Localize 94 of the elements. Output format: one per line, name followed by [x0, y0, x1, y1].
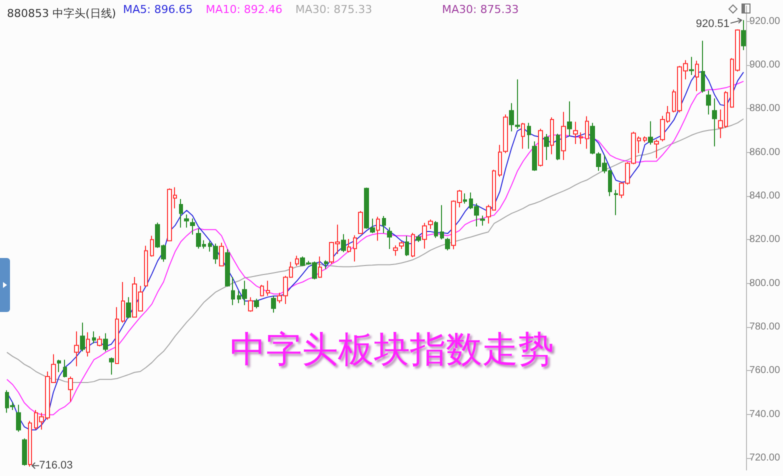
- candlestick: [103, 332, 108, 352]
- candlestick: [179, 198, 183, 228]
- candlestick: [445, 237, 450, 251]
- candlestick: [538, 128, 543, 167]
- candlestick: [225, 248, 230, 288]
- candlestick: [150, 235, 154, 258]
- candlestick: [428, 219, 433, 230]
- candlestick: [411, 232, 415, 258]
- y-tick-label: 800.00: [749, 278, 780, 289]
- candlestick: [701, 40, 705, 94]
- candlestick: [689, 56, 694, 76]
- candlestick: [318, 256, 322, 278]
- y-tick-label: 780.00: [749, 321, 780, 332]
- candlestick: [440, 204, 444, 240]
- y-tick-label: 900.00: [749, 59, 780, 70]
- candlestick: [544, 133, 549, 160]
- candlestick: [190, 218, 195, 236]
- candlestick: [422, 222, 427, 250]
- candlestick: [463, 192, 467, 204]
- candlestick: [434, 220, 438, 238]
- candlestick: [347, 238, 351, 254]
- candlestick: [358, 210, 363, 234]
- candlestick: [22, 438, 27, 466]
- candlestick: [219, 242, 224, 267]
- y-tick-label: 920.00: [749, 16, 780, 27]
- candlestick: [324, 260, 328, 270]
- text: MA5: 896.65: [123, 3, 193, 16]
- y-tick-label: 720.00: [749, 452, 780, 464]
- candlestick: [648, 120, 653, 146]
- candlestick: [16, 404, 21, 432]
- candlestick: [126, 296, 131, 319]
- candlestick: [405, 235, 409, 257]
- candlestick: [387, 226, 392, 250]
- candlestick: [184, 214, 189, 228]
- candlestick: [382, 216, 386, 234]
- candlestick: [706, 90, 711, 116]
- candlestick: [271, 295, 276, 314]
- candlestick: [97, 336, 102, 347]
- candlestick: [28, 420, 32, 468]
- annotation: MA30: 875.33: [442, 3, 519, 16]
- y-tick-label: 840.00: [749, 190, 780, 202]
- chart-title: 880853 中字头(日线): [7, 7, 116, 20]
- candlestick: [86, 332, 90, 357]
- y-tick-label: 760.00: [749, 365, 780, 376]
- text: MA30: 875.33: [295, 3, 372, 16]
- annotation: 920.51: [696, 18, 730, 30]
- candlestick: [57, 359, 61, 373]
- line-series: [6, 118, 744, 383]
- candlestick: [550, 116, 554, 155]
- candlestick: [585, 116, 589, 150]
- candlestick: [266, 280, 270, 296]
- candlestick: [556, 133, 560, 161]
- candlestick: [353, 234, 357, 262]
- candlestick: [121, 282, 125, 324]
- candlestick: [68, 376, 73, 402]
- candlestick: [614, 189, 618, 216]
- annotation: 中字头板块指数走势: [230, 330, 554, 370]
- candlestick: [573, 121, 578, 144]
- candlestick: [92, 330, 96, 344]
- candlestick: [643, 136, 647, 143]
- candlestick: [579, 132, 583, 144]
- text: MA10: 892.46: [206, 3, 282, 16]
- candlestick: [590, 122, 595, 155]
- candlestick: [376, 216, 380, 242]
- candlestick: [741, 20, 746, 51]
- candlestick: [654, 139, 659, 159]
- candlestick: [695, 60, 699, 92]
- candlestick: [521, 122, 525, 150]
- candlestick: [144, 245, 148, 286]
- candlestick: [115, 306, 119, 364]
- candlestick: [712, 98, 717, 147]
- candlestick: [63, 359, 67, 378]
- candlestick: [80, 322, 85, 352]
- annotation: 716.03: [39, 460, 73, 472]
- candlestick: [532, 140, 537, 172]
- candlestick: [567, 100, 572, 137]
- candlestick: [295, 255, 299, 267]
- y-tick-label: 820.00: [749, 234, 780, 246]
- candlestick: [399, 240, 404, 250]
- candlestick: [254, 298, 259, 309]
- y-tick-label: 860.00: [749, 146, 780, 158]
- y-tick-label: 740.00: [749, 408, 780, 420]
- candlestick: [341, 234, 346, 253]
- candlestick: [480, 215, 485, 226]
- candlestick: [74, 330, 79, 367]
- candlestick: [231, 276, 235, 306]
- candlestick: [393, 244, 398, 256]
- candlestick: [260, 284, 264, 297]
- y-tick-label: 880.00: [749, 103, 780, 114]
- candlestick: [248, 296, 253, 312]
- candlestick: [109, 357, 114, 376]
- candlestick: [561, 111, 566, 160]
- candlestick: [416, 234, 421, 243]
- candlestick: [527, 122, 531, 150]
